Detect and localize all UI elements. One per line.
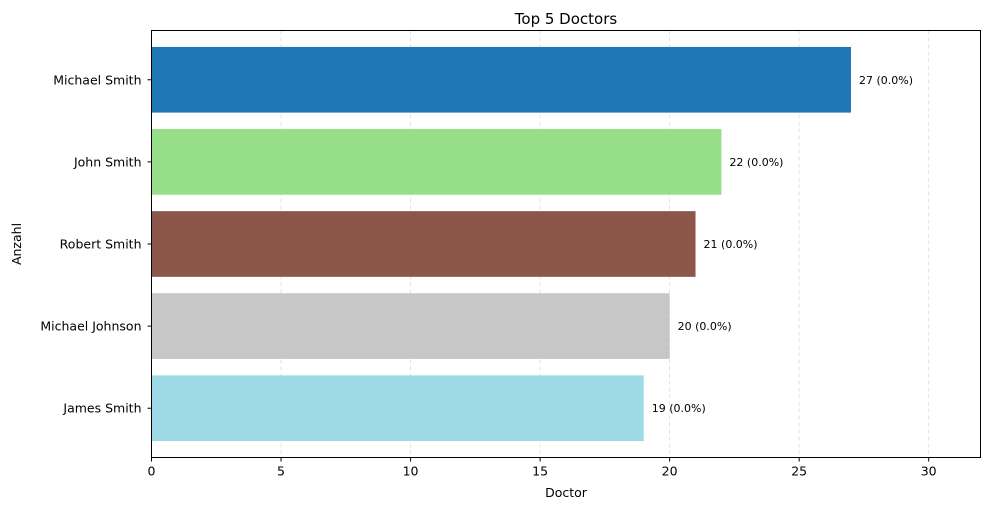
x-axis-label: Doctor — [545, 485, 588, 500]
data-label: 22 (0.0%) — [729, 156, 783, 169]
tick-layer: 0 5 10 15 20 25 30 Michael Smith John Smith Rober… — [40, 72, 936, 478]
y-axis-label: Anzahl — [9, 223, 24, 265]
x-tick-label: 15 — [532, 464, 548, 479]
data-label: 21 (0.0%) — [704, 238, 758, 251]
bar-layer: 27 (0.0%) 22 (0.0%) 21 (0.0%) 20 (0.0%) 19 (… — [151, 46, 913, 442]
x-tick-label: 20 — [662, 464, 678, 479]
y-tick-label: John Smith — [73, 154, 142, 169]
y-tick-label: Robert Smith — [60, 237, 142, 252]
y-tick-label: Michael Johnson — [40, 319, 141, 334]
x-tick-label: 30 — [921, 464, 937, 479]
x-tick-label: 0 — [148, 464, 156, 479]
x-tick-label: 25 — [791, 464, 807, 479]
bar — [151, 129, 722, 195]
data-label: 27 (0.0%) — [859, 74, 913, 87]
x-tick-label: 10 — [403, 464, 419, 479]
y-tick-label: James Smith — [62, 401, 141, 416]
chart-title: Top 5 Doctors — [514, 10, 618, 28]
y-tick-label: Michael Smith — [53, 72, 141, 87]
data-label: 19 (0.0%) — [652, 402, 706, 415]
bar — [151, 293, 670, 359]
bar — [151, 211, 696, 277]
x-tick-label: 5 — [277, 464, 285, 479]
bar — [151, 46, 851, 113]
bar — [151, 375, 644, 442]
data-label: 20 (0.0%) — [678, 320, 732, 333]
